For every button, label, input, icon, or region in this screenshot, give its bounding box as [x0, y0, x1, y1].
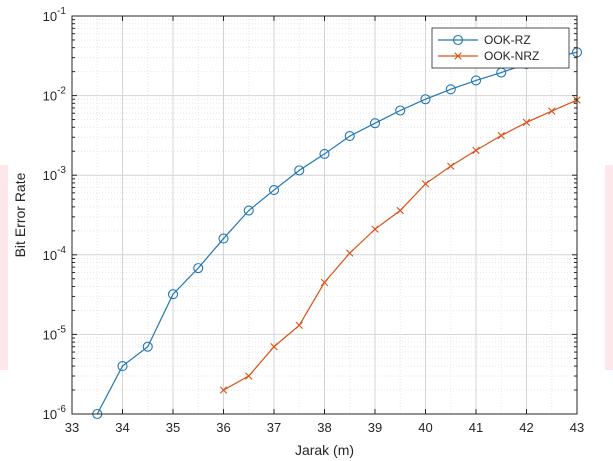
y-tick-label: 10-6 — [43, 404, 67, 422]
y-tick-exponent: -4 — [57, 245, 66, 256]
data-point-ook-nrz — [522, 118, 531, 127]
y-tick-exponent: -5 — [57, 324, 66, 335]
y-tick-label: 10-4 — [43, 245, 67, 263]
data-point-ook-nrz — [219, 386, 228, 394]
marker-stroke — [421, 180, 430, 188]
legend-marker-circle — [452, 34, 464, 46]
marker-stroke — [522, 118, 531, 127]
marker-stroke — [320, 278, 329, 287]
y-tick-base: 10 — [43, 248, 57, 263]
marker-stroke — [219, 386, 228, 394]
y-axis-label: Bit Error Rate — [12, 172, 28, 257]
x-tick-label: 43 — [570, 420, 584, 435]
marker-stroke — [497, 131, 505, 140]
x-tick-label: 36 — [216, 420, 230, 435]
y-tick-exponent: -1 — [57, 6, 66, 17]
marker-stroke — [245, 372, 253, 380]
y-tick-exponent: -3 — [57, 165, 66, 176]
data-point-ook-rz — [243, 205, 254, 216]
data-point-ook-nrz — [421, 180, 430, 188]
legend: OOK-RZ OOK-NRZ — [431, 27, 570, 69]
x-axis-label: Jarak (m) — [295, 442, 354, 458]
right-decorative-band — [605, 165, 613, 370]
y-tick-base: 10 — [43, 9, 57, 24]
data-point-ook-nrz — [346, 249, 354, 257]
y-tick-exponent: -6 — [57, 404, 66, 415]
y-tick-base: 10 — [43, 407, 57, 422]
data-point-ook-nrz — [270, 343, 278, 351]
marker-stroke — [472, 146, 480, 155]
legend-item-ook-rz: OOK-RZ — [438, 33, 531, 47]
tick-layer: 33 34 35 36 37 38 39 40 41 42 4310-610-510-410-310… — [43, 6, 585, 435]
y-tick-base: 10 — [43, 168, 57, 183]
data-point-ook-nrz — [447, 162, 455, 170]
marker-stroke — [548, 107, 556, 115]
data-point-ook-nrz — [245, 372, 253, 380]
data-point-ook-rz — [268, 185, 280, 196]
data-point-ook-rz — [344, 131, 355, 142]
legend-label: OOK-RZ — [484, 33, 531, 47]
grid — [72, 16, 577, 414]
data-point-ook-rz — [294, 165, 305, 176]
marker-stroke — [346, 249, 354, 257]
legend-label: OOK-NRZ — [484, 49, 539, 63]
x-tick-label: 34 — [115, 420, 129, 435]
x-tick-label: 33 — [65, 420, 79, 435]
data-point-ook-rz — [142, 341, 153, 352]
data-point-ook-rz — [470, 75, 482, 86]
data-point-ook-nrz — [497, 131, 505, 140]
data-point-ook-rz — [420, 94, 431, 105]
left-decorative-band — [0, 165, 8, 370]
legend-box — [431, 27, 570, 69]
data-point-ook-rz — [193, 263, 204, 274]
y-tick-base: 10 — [43, 327, 57, 342]
data-point-ook-nrz — [548, 107, 556, 115]
y-tick-label: 10-2 — [43, 86, 67, 104]
x-tick-label: 39 — [368, 420, 382, 435]
x-tick-label: 42 — [519, 420, 533, 435]
data-point-ook-rz — [395, 105, 406, 116]
data-point-ook-rz — [319, 148, 330, 159]
x-tick-label: 37 — [267, 420, 281, 435]
series-ook-nrz — [219, 96, 581, 394]
data-point-ook-rz — [167, 289, 179, 300]
data-point-ook-nrz — [371, 225, 379, 233]
y-tick-label: 10-3 — [43, 165, 67, 183]
data-point-ook-nrz — [295, 321, 303, 330]
marker-stroke — [295, 321, 303, 330]
data-point-ook-nrz — [472, 146, 480, 155]
legend-marker-x — [454, 52, 462, 60]
y-tick-base: 10 — [43, 89, 57, 104]
data-point-ook-rz — [218, 233, 229, 244]
data-point-ook-nrz — [396, 206, 404, 215]
data-point-ook-rz — [369, 118, 381, 129]
data-point-ook-rz — [445, 84, 456, 95]
marker-stroke — [270, 343, 278, 351]
data-point-ook-nrz — [320, 278, 329, 287]
series-layer — [92, 47, 583, 420]
marker-stroke — [447, 162, 455, 170]
x-tick-label: 40 — [418, 420, 432, 435]
y-tick-label: 10-1 — [43, 6, 67, 24]
data-point-ook-rz — [117, 361, 128, 372]
legend-item-ook-nrz: OOK-NRZ — [438, 49, 539, 63]
y-tick-label: 10-5 — [43, 324, 67, 342]
y-tick-exponent: -2 — [57, 86, 66, 97]
x-tick-label: 38 — [317, 420, 331, 435]
marker-stroke — [396, 206, 404, 215]
marker-stroke — [371, 225, 379, 233]
x-tick-label: 41 — [469, 420, 483, 435]
x-tick-label: 35 — [166, 420, 180, 435]
